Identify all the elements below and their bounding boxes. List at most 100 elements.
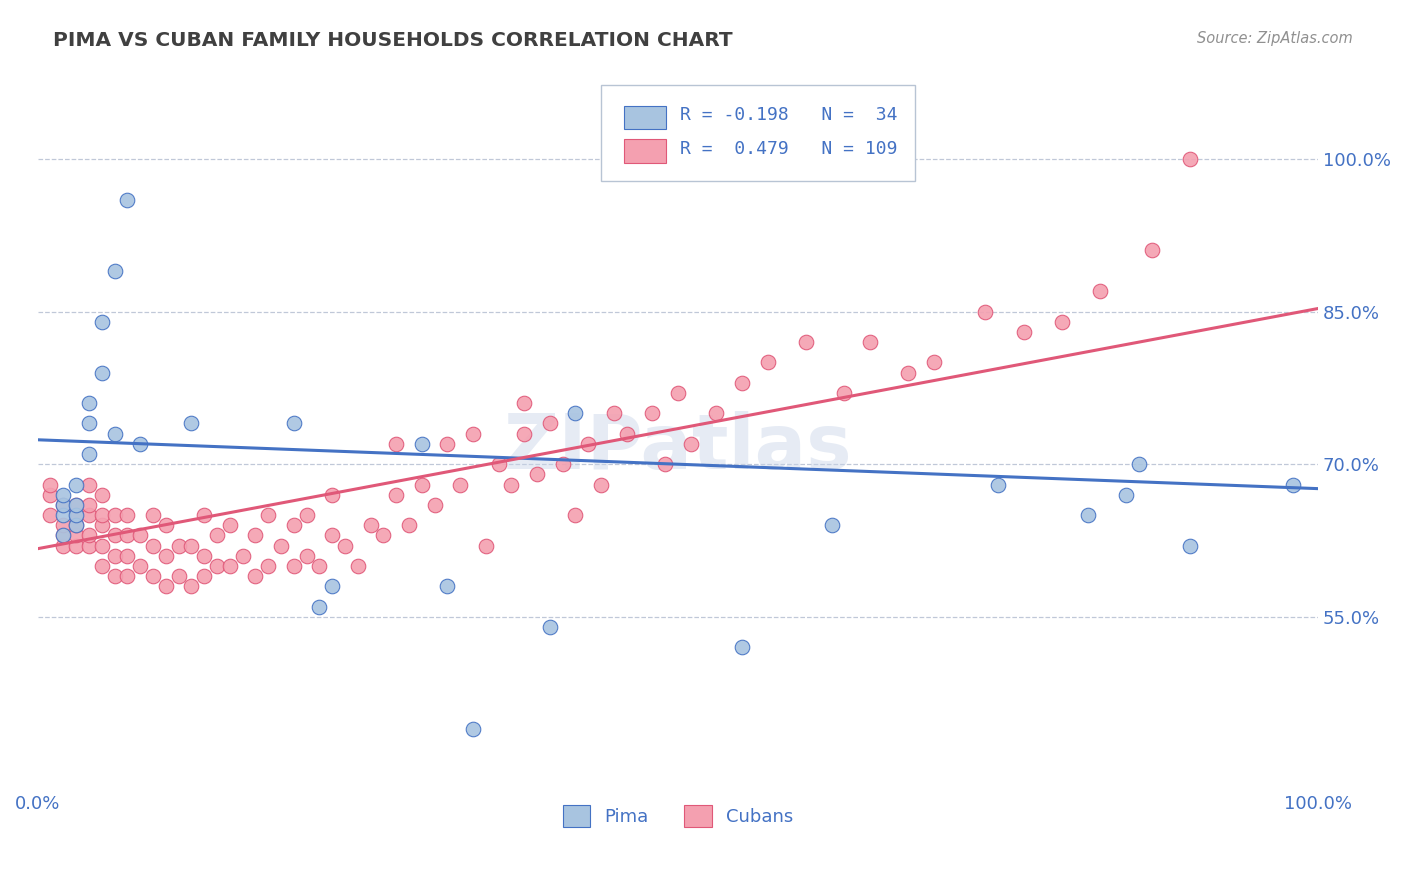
Point — [193, 508, 215, 522]
Point — [180, 579, 202, 593]
Point — [90, 518, 112, 533]
Point — [666, 386, 689, 401]
Point — [117, 528, 139, 542]
Point — [346, 559, 368, 574]
Point — [52, 528, 75, 542]
Point — [52, 498, 75, 512]
Point — [283, 417, 305, 431]
Point — [436, 579, 458, 593]
Point — [103, 426, 125, 441]
Point — [373, 528, 395, 542]
Legend: Pima, Cubans: Pima, Cubans — [555, 797, 800, 834]
FancyBboxPatch shape — [602, 85, 915, 181]
Point — [65, 498, 87, 512]
Point — [180, 539, 202, 553]
Point — [538, 417, 561, 431]
Point — [257, 508, 280, 522]
Point — [987, 477, 1010, 491]
Point — [218, 518, 240, 533]
Point — [155, 579, 177, 593]
Point — [333, 539, 356, 553]
Point — [321, 488, 343, 502]
Point — [129, 528, 152, 542]
Point — [155, 518, 177, 533]
Point — [90, 366, 112, 380]
Point — [551, 457, 574, 471]
Point — [576, 437, 599, 451]
Point — [411, 477, 433, 491]
Point — [616, 426, 638, 441]
Point — [704, 406, 727, 420]
Point — [142, 508, 165, 522]
Point — [295, 549, 318, 563]
Point — [257, 559, 280, 574]
Point — [77, 396, 100, 410]
Point — [1090, 284, 1112, 298]
Point — [167, 569, 190, 583]
Point — [52, 539, 75, 553]
Point — [461, 722, 484, 736]
Point — [398, 518, 420, 533]
Point — [65, 477, 87, 491]
Point — [591, 477, 613, 491]
Point — [360, 518, 382, 533]
Point — [103, 528, 125, 542]
Point — [117, 508, 139, 522]
Point — [205, 559, 228, 574]
Point — [90, 315, 112, 329]
Point — [65, 518, 87, 533]
Point — [142, 539, 165, 553]
Point — [321, 528, 343, 542]
Point — [603, 406, 626, 420]
Point — [90, 539, 112, 553]
Point — [859, 334, 882, 349]
Point — [65, 539, 87, 553]
Point — [77, 447, 100, 461]
Point — [897, 366, 920, 380]
Point — [423, 498, 446, 512]
Point — [1281, 477, 1303, 491]
Point — [103, 569, 125, 583]
Point — [39, 508, 62, 522]
Point — [731, 640, 754, 655]
Text: R = -0.198   N =  34: R = -0.198 N = 34 — [681, 106, 898, 124]
Point — [103, 264, 125, 278]
Point — [283, 518, 305, 533]
Point — [218, 559, 240, 574]
Point — [103, 508, 125, 522]
Point — [1178, 152, 1201, 166]
Point — [117, 549, 139, 563]
Point — [564, 508, 586, 522]
Text: ZIPatlas: ZIPatlas — [503, 411, 852, 485]
Point — [308, 599, 330, 614]
Point — [245, 528, 267, 542]
Point — [794, 334, 817, 349]
Point — [1140, 244, 1163, 258]
Point — [731, 376, 754, 390]
Point — [308, 559, 330, 574]
Point — [295, 508, 318, 522]
Point — [321, 579, 343, 593]
Point — [436, 437, 458, 451]
Point — [974, 304, 997, 318]
Point — [155, 549, 177, 563]
Point — [1077, 508, 1099, 522]
Point — [65, 508, 87, 522]
Point — [820, 518, 842, 533]
Point — [513, 426, 536, 441]
Point — [193, 569, 215, 583]
Point — [193, 549, 215, 563]
Point — [65, 528, 87, 542]
Point — [526, 467, 548, 482]
Point — [77, 508, 100, 522]
Point — [129, 437, 152, 451]
Point — [501, 477, 523, 491]
Point — [513, 396, 536, 410]
Point — [65, 508, 87, 522]
Point — [449, 477, 471, 491]
Point — [1012, 325, 1035, 339]
Point — [270, 539, 292, 553]
Point — [385, 488, 408, 502]
Point — [1115, 488, 1137, 502]
Point — [1128, 457, 1150, 471]
